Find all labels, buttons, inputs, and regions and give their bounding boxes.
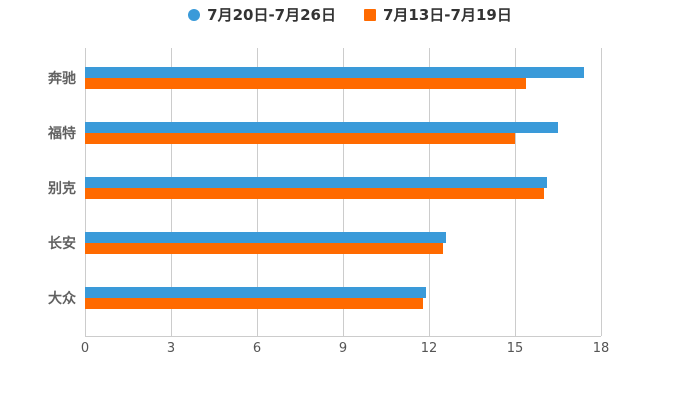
x-axis-tick-label: 9 — [338, 341, 348, 356]
bar-row4-series0[interactable] — [85, 286, 427, 298]
y-axis-category-label: 奔驰 — [48, 70, 76, 87]
bar-row2-series1[interactable] — [85, 187, 544, 199]
y-axis-category-label: 福特 — [48, 125, 76, 142]
x-axis-tick-label: 18 — [592, 341, 610, 356]
x-axis-tick-label: 6 — [252, 341, 262, 356]
bar-row0-series0[interactable] — [85, 66, 584, 78]
bar-row3-series0[interactable] — [85, 231, 447, 243]
bar-row0-series1[interactable] — [85, 77, 527, 89]
legend-square-marker-icon — [364, 9, 376, 21]
x-axis-tick-label: 12 — [420, 341, 438, 356]
x-axis-tick-label: 15 — [506, 341, 524, 356]
x-axis-tick-label: 3 — [166, 341, 176, 356]
plot-area: 0 3 6 9 12 15 18 奔驰福特别克长安大众 — [48, 48, 609, 356]
x-axis-tick-label: 0 — [80, 341, 90, 356]
y-axis-category-label: 大众 — [48, 290, 76, 307]
y-axis-category-label: 长安 — [48, 235, 76, 252]
bar-row4-series1[interactable] — [85, 297, 424, 309]
legend-label: 7月13日-7月19日 — [383, 6, 512, 24]
legend-item-week-jul13-19[interactable]: 7月13日-7月19日 — [364, 5, 512, 25]
y-axis-category-label: 别克 — [48, 180, 76, 197]
x-gridline — [601, 48, 602, 336]
legend-label: 7月20日-7月26日 — [207, 6, 336, 24]
bar-row2-series0[interactable] — [85, 176, 547, 188]
bar-row1-series0[interactable] — [85, 121, 558, 133]
bar-row3-series1[interactable] — [85, 242, 444, 254]
legend-item-week-jul20-26[interactable]: 7月20日-7月26日 — [188, 5, 336, 25]
legend: 7月20日-7月26日 7月13日-7月19日 — [0, 5, 700, 25]
bar-row1-series1[interactable] — [85, 132, 515, 144]
legend-circle-marker-icon — [188, 9, 201, 21]
